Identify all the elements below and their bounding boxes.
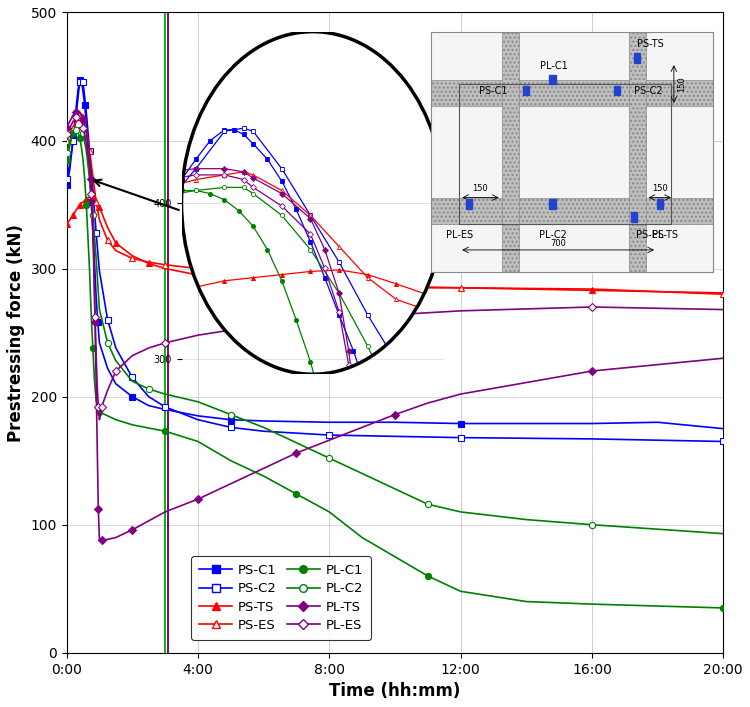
Legend: PS-C1, PS-C2, PS-TS, PS-ES, PL-C1, PL-C2, PL-TS, PL-ES: PS-C1, PS-C2, PS-TS, PS-ES, PL-C1, PL-C2…: [191, 556, 370, 640]
X-axis label: Time (hh:mm): Time (hh:mm): [329, 682, 460, 700]
Y-axis label: Prestressing force (kN): Prestressing force (kN): [7, 223, 25, 442]
